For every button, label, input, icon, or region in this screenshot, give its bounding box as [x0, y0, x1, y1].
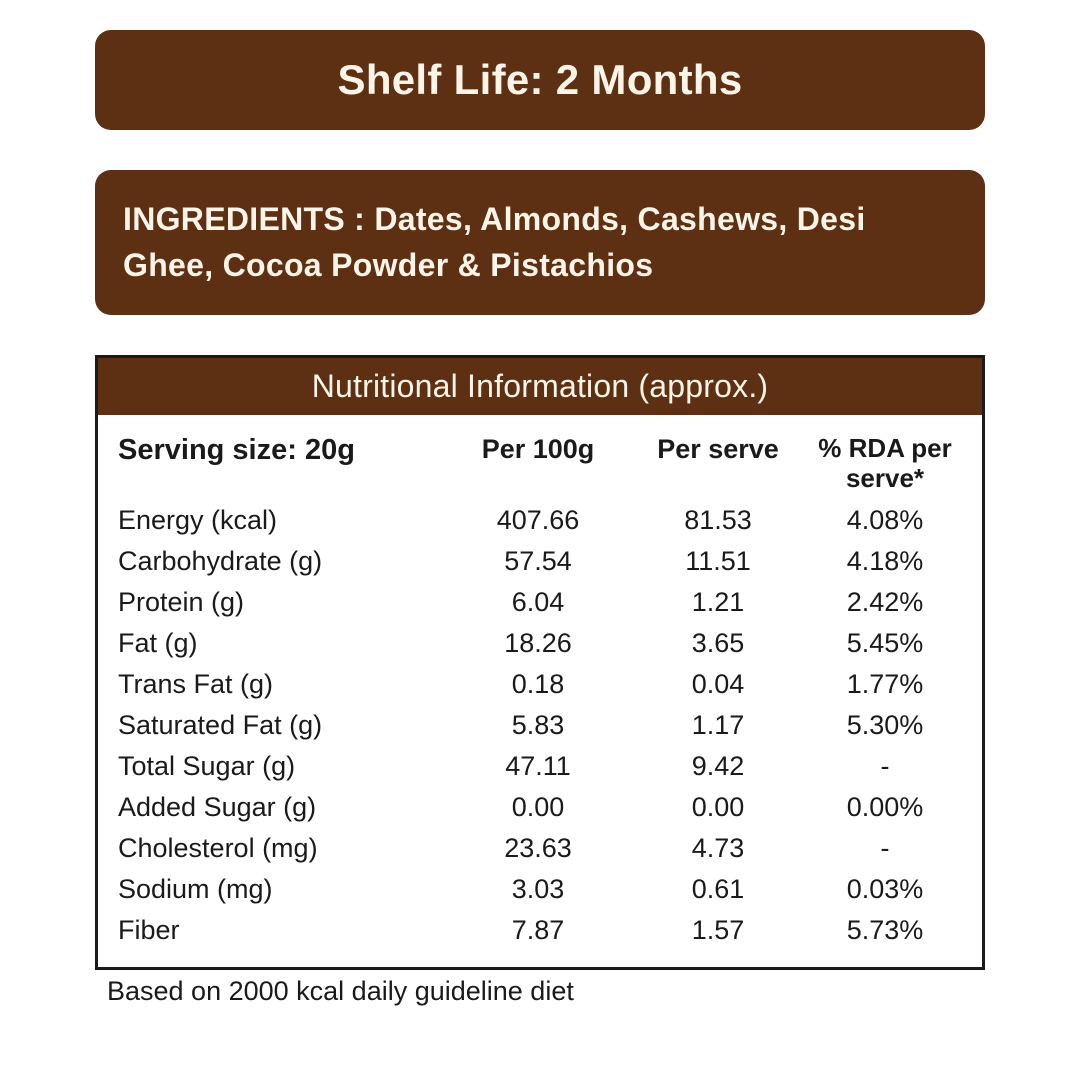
nutrition-table-body: Serving size: 20g Per 100g Per serve % R…	[98, 415, 982, 967]
nutrient-rda: -	[808, 833, 962, 864]
nutrient-label: Sodium (mg)	[118, 874, 448, 905]
nutrient-per-100g: 407.66	[448, 505, 628, 536]
nutrient-per-100g: 0.00	[448, 792, 628, 823]
nutrient-rda: 4.08%	[808, 505, 962, 536]
nutrient-per-serve: 0.04	[628, 669, 808, 700]
nutrient-per-100g: 3.03	[448, 874, 628, 905]
nutrient-rda: 4.18%	[808, 546, 962, 577]
nutrient-per-100g: 18.26	[448, 628, 628, 659]
nutrient-label: Fat (g)	[118, 628, 448, 659]
nutrient-label: Fiber	[118, 915, 448, 946]
table-row: Saturated Fat (g)5.831.175.30%	[118, 705, 962, 746]
nutrient-per-serve: 4.73	[628, 833, 808, 864]
table-row: Fat (g)18.263.655.45%	[118, 623, 962, 664]
nutrient-per-100g: 5.83	[448, 710, 628, 741]
nutrient-rda: 0.03%	[808, 874, 962, 905]
nutrient-per-100g: 47.11	[448, 751, 628, 782]
nutrient-per-serve: 3.65	[628, 628, 808, 659]
nutrition-table-header: Nutritional Information (approx.)	[98, 358, 982, 415]
table-row: Sodium (mg)3.030.610.03%	[118, 869, 962, 910]
nutrient-rda: 1.77%	[808, 669, 962, 700]
nutrient-per-100g: 7.87	[448, 915, 628, 946]
nutrient-per-100g: 23.63	[448, 833, 628, 864]
nutrient-per-100g: 0.18	[448, 669, 628, 700]
nutrition-table-column-headers: Serving size: 20g Per 100g Per serve % R…	[118, 429, 962, 500]
nutrient-per-100g: 6.04	[448, 587, 628, 618]
col-header-per-100g: Per 100g	[448, 434, 628, 465]
col-header-serving: Serving size: 20g	[118, 434, 448, 467]
table-row: Carbohydrate (g)57.5411.514.18%	[118, 541, 962, 582]
nutrient-per-serve: 0.00	[628, 792, 808, 823]
nutrient-per-serve: 81.53	[628, 505, 808, 536]
table-row: Protein (g)6.041.212.42%	[118, 582, 962, 623]
nutrient-label: Trans Fat (g)	[118, 669, 448, 700]
table-row: Fiber7.871.575.73%	[118, 910, 962, 951]
table-row: Added Sugar (g)0.000.000.00%	[118, 787, 962, 828]
shelf-life-banner: Shelf Life: 2 Months	[95, 30, 985, 130]
table-row: Total Sugar (g)47.119.42-	[118, 746, 962, 787]
table-row: Cholesterol (mg)23.634.73-	[118, 828, 962, 869]
nutrient-label: Energy (kcal)	[118, 505, 448, 536]
nutrient-label: Protein (g)	[118, 587, 448, 618]
nutrient-label: Saturated Fat (g)	[118, 710, 448, 741]
nutrient-label: Carbohydrate (g)	[118, 546, 448, 577]
col-header-per-serve: Per serve	[628, 434, 808, 465]
nutrient-rda: 0.00%	[808, 792, 962, 823]
nutrient-per-serve: 1.57	[628, 915, 808, 946]
nutrient-rda: 5.73%	[808, 915, 962, 946]
nutrient-rda: 5.45%	[808, 628, 962, 659]
nutrition-table: Nutritional Information (approx.) Servin…	[95, 355, 985, 970]
nutrient-per-serve: 1.21	[628, 587, 808, 618]
col-header-rda: % RDA per serve*	[808, 434, 962, 494]
nutrient-label: Cholesterol (mg)	[118, 833, 448, 864]
nutrient-label: Added Sugar (g)	[118, 792, 448, 823]
nutrient-rda: 2.42%	[808, 587, 962, 618]
nutrient-rda: -	[808, 751, 962, 782]
table-row: Energy (kcal)407.6681.534.08%	[118, 500, 962, 541]
nutrient-per-serve: 9.42	[628, 751, 808, 782]
table-row: Trans Fat (g)0.180.041.77%	[118, 664, 962, 705]
nutrient-per-serve: 1.17	[628, 710, 808, 741]
nutrient-label: Total Sugar (g)	[118, 751, 448, 782]
nutrient-per-100g: 57.54	[448, 546, 628, 577]
nutrient-per-serve: 11.51	[628, 546, 808, 577]
nutrient-rda: 5.30%	[808, 710, 962, 741]
ingredients-banner: INGREDIENTS : Dates, Almonds, Cashews, D…	[95, 170, 985, 315]
nutrient-per-serve: 0.61	[628, 874, 808, 905]
nutrition-footnote: Based on 2000 kcal daily guideline diet	[95, 976, 985, 1007]
